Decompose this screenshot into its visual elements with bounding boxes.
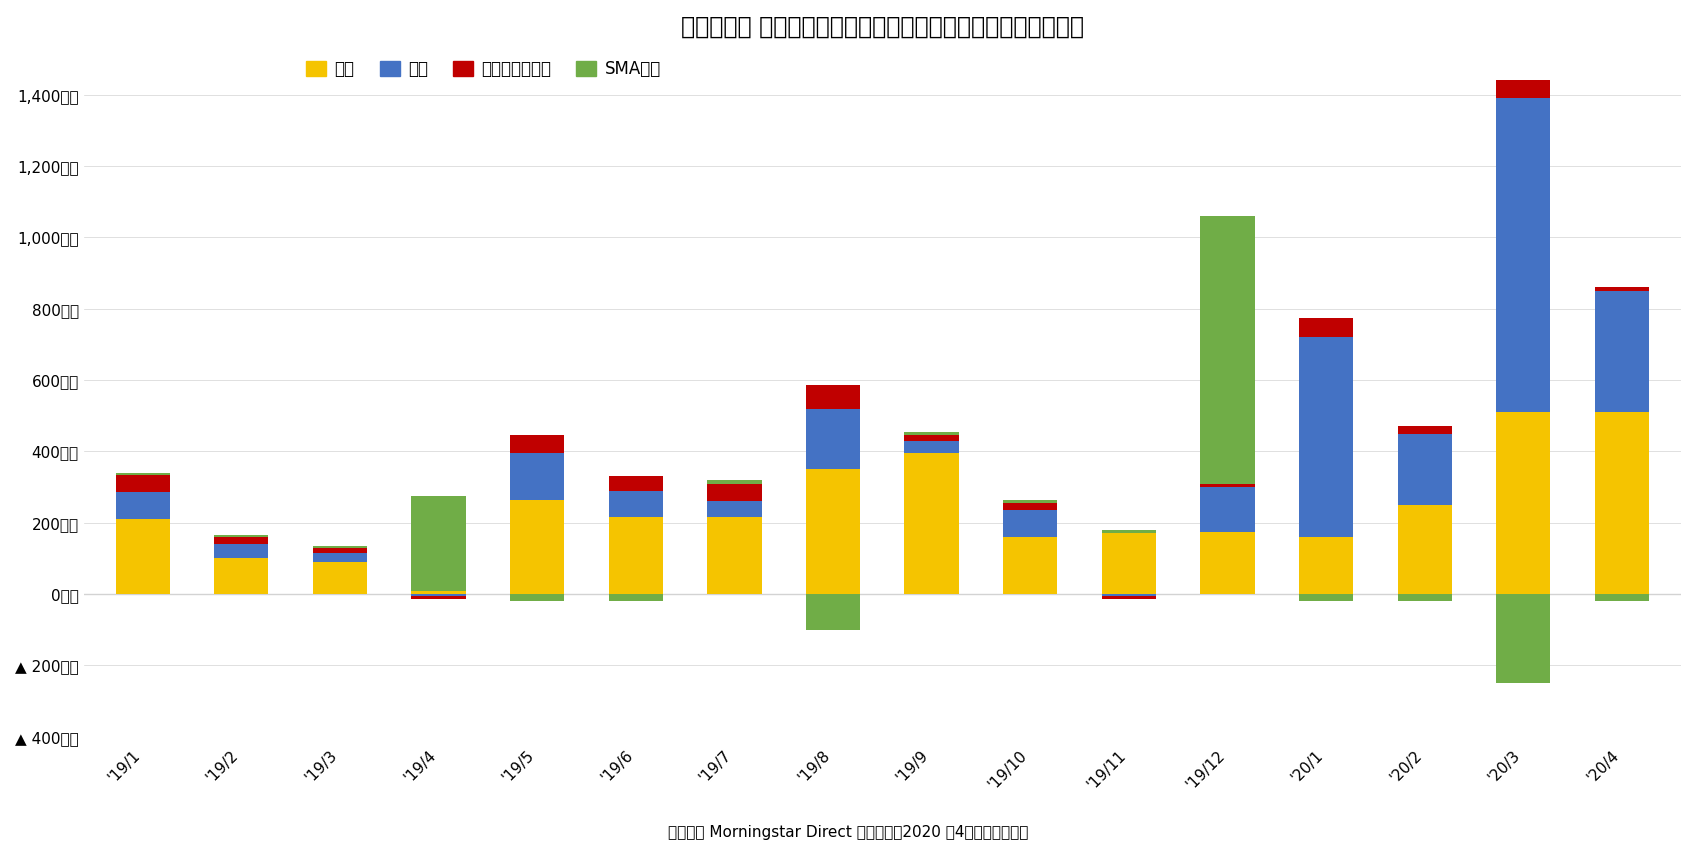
- Bar: [1201, 484, 1255, 487]
- Bar: [1201, 487, 1255, 532]
- Bar: [412, 594, 466, 596]
- Bar: [707, 484, 762, 502]
- Bar: [1594, 594, 1649, 601]
- Bar: [806, 594, 860, 630]
- Bar: [510, 435, 565, 453]
- Bar: [1398, 427, 1452, 434]
- Bar: [1299, 537, 1353, 594]
- Bar: [214, 536, 268, 537]
- Bar: [904, 435, 958, 441]
- Bar: [1102, 596, 1157, 599]
- Bar: [1594, 291, 1649, 412]
- Text: （資料） Morningstar Direct より作成。2020 年4月のみ推計値。: （資料） Morningstar Direct より作成。2020 年4月のみ推…: [668, 825, 1028, 841]
- Bar: [115, 492, 170, 519]
- Bar: [1201, 532, 1255, 594]
- Bar: [707, 480, 762, 484]
- Bar: [1102, 534, 1157, 594]
- Bar: [904, 432, 958, 435]
- Bar: [214, 544, 268, 558]
- Bar: [214, 537, 268, 544]
- Bar: [1299, 337, 1353, 537]
- Bar: [115, 473, 170, 474]
- Bar: [1002, 537, 1057, 594]
- Bar: [115, 474, 170, 492]
- Bar: [1594, 412, 1649, 594]
- Bar: [1102, 594, 1157, 596]
- Bar: [312, 553, 366, 562]
- Bar: [806, 385, 860, 409]
- Bar: [707, 502, 762, 518]
- Bar: [412, 596, 466, 599]
- Bar: [510, 500, 565, 594]
- Bar: [904, 441, 958, 453]
- Bar: [1496, 594, 1550, 683]
- Bar: [115, 519, 170, 594]
- Bar: [510, 594, 565, 601]
- Bar: [1299, 594, 1353, 601]
- Bar: [312, 547, 366, 553]
- Bar: [1398, 594, 1452, 601]
- Bar: [1299, 318, 1353, 337]
- Bar: [609, 518, 663, 594]
- Bar: [1002, 500, 1057, 503]
- Bar: [1496, 99, 1550, 412]
- Bar: [1398, 434, 1452, 505]
- Bar: [1102, 530, 1157, 534]
- Bar: [510, 453, 565, 500]
- Bar: [1398, 505, 1452, 594]
- Bar: [412, 496, 466, 591]
- Bar: [806, 409, 860, 469]
- Bar: [412, 591, 466, 594]
- Bar: [609, 594, 663, 601]
- Bar: [806, 469, 860, 594]
- Bar: [609, 490, 663, 518]
- Bar: [1002, 503, 1057, 510]
- Bar: [1594, 287, 1649, 291]
- Bar: [609, 476, 663, 490]
- Bar: [312, 546, 366, 547]
- Legend: 世界, 米国, 新腴国・その他, SMA専用: 世界, 米国, 新腴国・その他, SMA専用: [300, 54, 668, 85]
- Bar: [904, 453, 958, 594]
- Bar: [1201, 216, 1255, 484]
- Bar: [1496, 412, 1550, 594]
- Bar: [214, 558, 268, 594]
- Bar: [312, 562, 366, 594]
- Bar: [707, 518, 762, 594]
- Bar: [1002, 510, 1057, 537]
- Bar: [1496, 81, 1550, 99]
- Title: 【図表３】 外国株式インデックス・ファンドの推計資金流出入: 【図表３】 外国株式インデックス・ファンドの推計資金流出入: [680, 15, 1084, 39]
